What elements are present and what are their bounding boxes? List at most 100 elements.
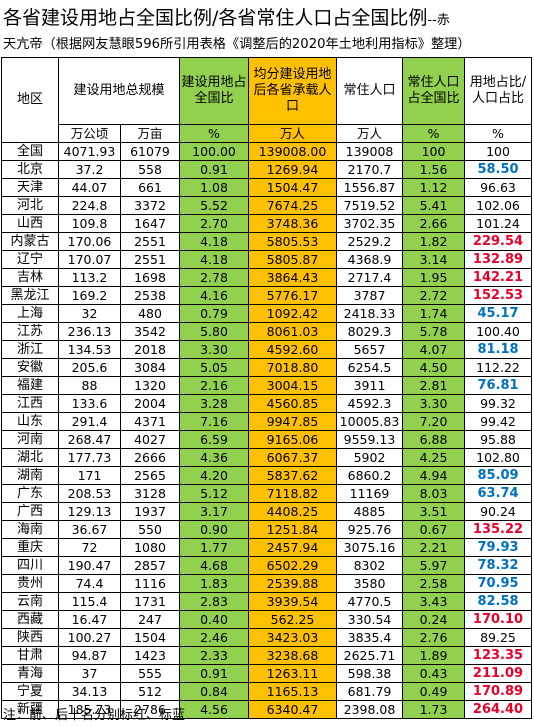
cell-avg-pop: 6067.37 [248, 448, 337, 467]
cell-land-ha: 44.07 [58, 178, 121, 197]
cell-resident-pct: 0.24 [402, 610, 465, 629]
cell-ratio: 99.42 [464, 412, 532, 431]
cell-resident-pct: 4.50 [402, 358, 465, 377]
cell-resident-pop: 6254.5 [336, 358, 403, 377]
cell-avg-pop: 2457.94 [248, 538, 337, 557]
cell-resident-pop: 3702.35 [336, 214, 403, 233]
cell-land-mu: 247 [120, 610, 180, 629]
cell-avg-pop: 3748.36 [248, 214, 337, 233]
cell-avg-pop: 3423.03 [248, 628, 337, 647]
cell-resident-pop: 330.54 [336, 610, 403, 629]
cell-ratio: 152.53 [464, 286, 532, 305]
cell-land-pct: 5.12 [179, 484, 249, 503]
cell-ratio: 135.22 [464, 520, 532, 539]
table-row: 山东 291.4 4371 7.16 9947.85 10005.83 7.20 99.42 [1, 412, 532, 431]
cell-land-pct: 2.46 [179, 628, 249, 647]
table-row: 辽宁 170.07 2551 4.18 5805.87 4368.9 3.14 132.89 [1, 250, 532, 269]
cell-ratio: 78.32 [464, 556, 532, 575]
cell-land-pct: 4.36 [179, 448, 249, 467]
cell-resident-pct: 0.49 [402, 682, 465, 701]
cell-resident-pop: 11169 [336, 484, 403, 503]
cell-land-mu: 3542 [120, 322, 180, 341]
cell-resident-pop: 2170.7 [336, 160, 403, 179]
table-row: 贵州 74.4 1116 1.83 2539.88 3580 2.58 70.95 [1, 574, 532, 593]
table-row: 西藏 16.47 247 0.40 562.25 330.54 0.24 170.10 [1, 610, 532, 629]
cell-ratio: 100.40 [464, 322, 532, 341]
cell-resident-pct: 0.67 [402, 520, 465, 539]
cell-resident-pop: 4592.3 [336, 394, 403, 413]
cell-land-ha: 16.47 [58, 610, 121, 629]
unit-ratio: % [464, 124, 532, 143]
cell-region: 辽宁 [1, 250, 59, 269]
cell-resident-pct: 3.30 [402, 394, 465, 413]
cell-resident-pop: 3075.16 [336, 538, 403, 557]
cell-land-ha: 129.13 [58, 502, 121, 521]
cell-resident-pop: 2625.71 [336, 646, 403, 665]
cell-avg-pop: 4408.25 [248, 502, 337, 521]
cell-ratio: 95.88 [464, 430, 532, 449]
cell-region: 陕西 [1, 628, 59, 647]
cell-resident-pop: 3580 [336, 574, 403, 593]
cell-land-pct: 100.00 [179, 142, 249, 161]
cell-land-mu: 550 [120, 520, 180, 539]
cell-ratio: 264.40 [464, 700, 532, 719]
cell-ratio: 63.74 [464, 484, 532, 503]
cell-region: 重庆 [1, 538, 59, 557]
cell-land-ha: 88 [58, 376, 121, 395]
cell-land-ha: 109.8 [58, 214, 121, 233]
cell-resident-pct: 4.25 [402, 448, 465, 467]
header-avg-pop: 均分建设用地后各省承载人口 [248, 57, 337, 125]
cell-avg-pop: 3864.43 [248, 268, 337, 287]
cell-land-mu: 555 [120, 664, 180, 683]
cell-land-mu: 1937 [120, 502, 180, 521]
cell-region: 海南 [1, 520, 59, 539]
cell-land-mu: 61079 [120, 142, 180, 161]
cell-region: 青海 [1, 664, 59, 683]
table-row: 湖南 171 2565 4.20 5837.62 6860.2 4.94 85.09 [1, 466, 532, 485]
table-row: 浙江 134.53 2018 3.30 4592.60 5657 4.07 81.18 [1, 340, 532, 359]
cell-resident-pop: 681.79 [336, 682, 403, 701]
cell-region: 湖南 [1, 466, 59, 485]
cell-land-ha: 74.4 [58, 574, 121, 593]
cell-region: 新疆 [1, 700, 59, 719]
cell-ratio: 101.24 [464, 214, 532, 233]
table-row: 福建 88 1320 2.16 3004.15 3911 2.81 76.81 [1, 376, 532, 395]
cell-resident-pct: 5.78 [402, 322, 465, 341]
cell-resident-pct: 1.89 [402, 646, 465, 665]
cell-ratio: 76.81 [464, 376, 532, 395]
cell-ratio: 229.54 [464, 232, 532, 251]
cell-resident-pop: 3911 [336, 376, 403, 395]
cell-region: 安徽 [1, 358, 59, 377]
table-row: 河北 224.8 3372 5.52 7674.25 7519.52 5.41 102.06 [1, 196, 532, 215]
cell-land-pct: 5.52 [179, 196, 249, 215]
cell-resident-pop: 4770.5 [336, 592, 403, 611]
cell-land-pct: 0.84 [179, 682, 249, 701]
cell-land-pct: 2.78 [179, 268, 249, 287]
cell-resident-pop: 4885 [336, 502, 403, 521]
header-resident-pop: 常住人口 [336, 57, 403, 125]
cell-avg-pop: 1251.84 [248, 520, 337, 539]
cell-land-mu: 4371 [120, 412, 180, 431]
cell-resident-pct: 2.76 [402, 628, 465, 647]
cell-land-ha: 4071.93 [58, 142, 121, 161]
table-row: 甘肃 94.87 1423 2.33 3238.68 2625.71 1.89 123.35 [1, 646, 532, 665]
cell-resident-pop: 10005.83 [336, 412, 403, 431]
cell-ratio: 81.18 [464, 340, 532, 359]
table-row: 云南 115.4 1731 2.83 3939.54 4770.5 3.43 82.58 [1, 592, 532, 611]
cell-land-mu: 3128 [120, 484, 180, 503]
table-row: 青海 37 555 0.91 1263.11 598.38 0.43 211.09 [1, 664, 532, 683]
cell-avg-pop: 1165.13 [248, 682, 337, 701]
unit-mu: 万亩 [120, 124, 180, 143]
cell-region: 山西 [1, 214, 59, 233]
cell-resident-pct: 4.94 [402, 466, 465, 485]
cell-land-mu: 1320 [120, 376, 180, 395]
cell-avg-pop: 6340.47 [248, 700, 337, 719]
table-row: 新疆 185.73 2786 4.56 6340.47 2398.08 1.73 264.40 [1, 700, 532, 719]
cell-avg-pop: 1092.42 [248, 304, 337, 323]
cell-region: 贵州 [1, 574, 59, 593]
table-row: 湖北 177.73 2666 4.36 6067.37 5902 4.25 102.80 [1, 448, 532, 467]
table-row: 宁夏 34.13 512 0.84 1165.13 681.79 0.49 170.89 [1, 682, 532, 701]
cell-land-mu: 3372 [120, 196, 180, 215]
cell-region: 四川 [1, 556, 59, 575]
cell-region: 内蒙古 [1, 232, 59, 251]
